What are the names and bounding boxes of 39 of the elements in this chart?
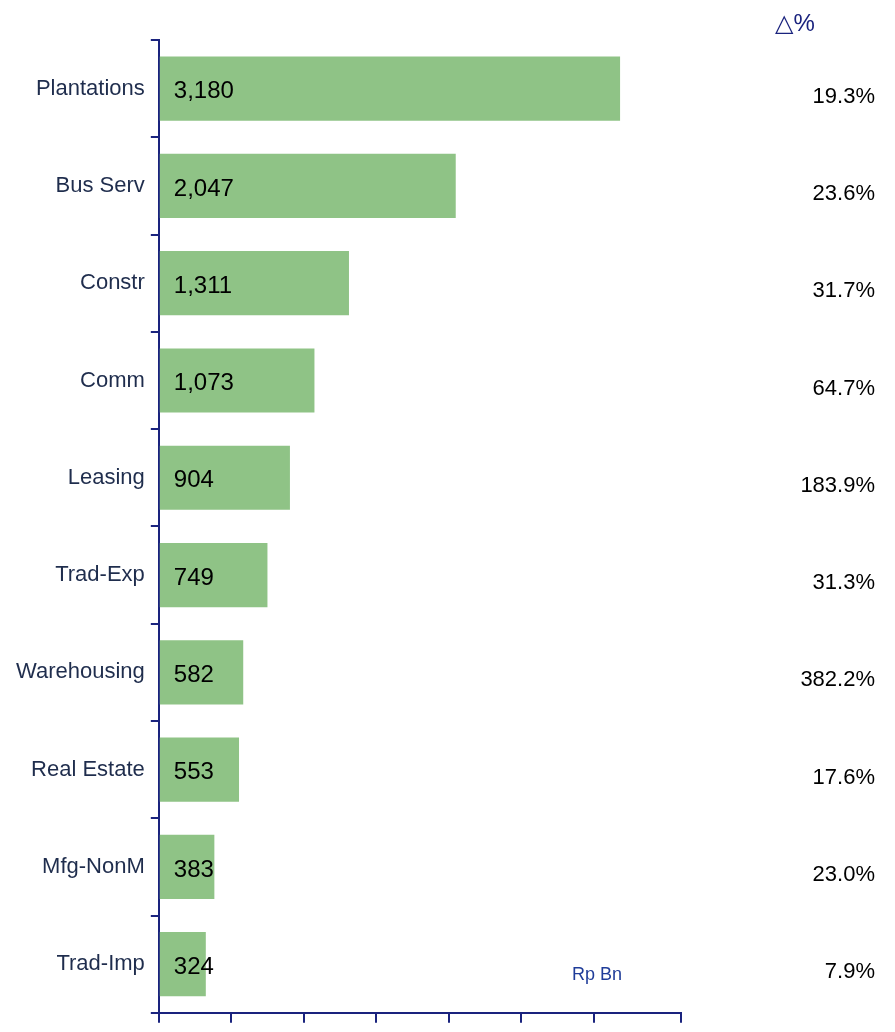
text: 31.3% (812, 569, 875, 595)
text: 23.0% (812, 860, 875, 886)
y-tick-label: Bus Serv (55, 171, 145, 197)
text: △% (775, 8, 815, 36)
data-label: 582 (173, 659, 214, 687)
y-tick-label: Leasing (67, 463, 145, 489)
text: 7.9% (824, 958, 875, 984)
y-tick-label: Warehousing (16, 658, 145, 684)
bar (159, 640, 244, 705)
bar (159, 251, 349, 316)
text: 183.9% (800, 471, 875, 497)
data-label: 1,073 (173, 368, 234, 396)
data-label: 1,311 (173, 270, 233, 298)
y-tick-label: Trad-Exp (55, 561, 145, 587)
text: 382.2% (800, 666, 875, 692)
text: 64.7% (812, 374, 875, 400)
y-tick-label: Constr (80, 269, 145, 295)
text: 17.6% (812, 763, 875, 789)
data-label: 3,180 (173, 76, 234, 104)
bar (159, 348, 315, 413)
y-tick-label: Trad-Imp (56, 950, 145, 976)
annotation: Rp Bn (571, 963, 623, 984)
data-label: 904 (173, 465, 214, 493)
bar (159, 56, 621, 121)
data-label: 553 (173, 757, 214, 785)
data-label: 383 (173, 854, 214, 882)
text: 19.3% (812, 82, 875, 108)
y-tick-label: Real Estate (31, 755, 145, 781)
bar (159, 737, 240, 802)
y-tick-label: Plantations (35, 74, 145, 100)
data-label: 2,047 (173, 173, 234, 201)
text: 31.7% (812, 277, 875, 303)
bar (159, 542, 268, 608)
data-label: 749 (173, 562, 214, 590)
y-tick-label: Mfg-NonM (42, 852, 145, 878)
bar (159, 153, 456, 219)
text: 23.6% (812, 179, 875, 205)
bar (159, 445, 290, 510)
y-tick-label: Comm (80, 366, 145, 392)
